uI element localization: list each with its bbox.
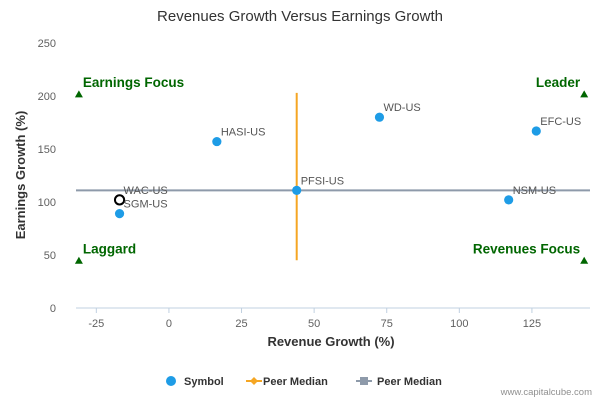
- data-point: [531, 126, 541, 136]
- x-tick-label: 125: [523, 318, 541, 330]
- y-tick-label: 200: [38, 91, 56, 103]
- data-point: [114, 209, 125, 219]
- point-label: WAC-US: [124, 185, 168, 197]
- quadrant-triangle-icon: [580, 90, 589, 98]
- data-point: [504, 195, 514, 205]
- point-label: EFC-US: [540, 116, 581, 128]
- data-point: [212, 136, 222, 147]
- x-tick-label: 25: [235, 318, 247, 330]
- y-tick-label: 150: [38, 144, 56, 156]
- legend: Symbol Peer Median Peer Median: [166, 376, 442, 388]
- y-tick-label: 100: [38, 197, 56, 209]
- x-tick-label: 50: [308, 318, 320, 330]
- x-tick-label: 75: [381, 318, 393, 330]
- point-label: WD-US: [383, 102, 420, 114]
- point-label: SGM-US: [124, 199, 168, 211]
- legend-square-icon: [360, 377, 368, 385]
- y-tick-label: 0: [50, 303, 56, 315]
- point-label: HASI-US: [221, 127, 266, 139]
- x-tick-label: 100: [450, 318, 468, 330]
- data-points: WD-US EFC-US HASI-US PFSI-US NSM-US WAC-US SGM…: [113, 102, 581, 219]
- quadrant-triangle-icon: [74, 90, 83, 98]
- quadrant-triangle-icon: [580, 256, 589, 264]
- quadrant-label: Revenues Focus: [473, 241, 580, 256]
- data-point: [374, 112, 385, 122]
- quadrant-markers: Earnings Focus Leader Laggard Revenues Focu…: [74, 75, 589, 264]
- data-point: [292, 185, 302, 195]
- chart-title: Revenues Growth Versus Earnings Growth: [157, 8, 443, 25]
- quadrant-triangle-icon: [74, 256, 83, 264]
- legend-symbol-icon: [166, 376, 176, 386]
- x-axis-title: Revenue Growth (%): [267, 334, 394, 349]
- y-tick-label: 50: [44, 250, 56, 262]
- x-axis-ticks: -25 0 25 50 75 100 125: [88, 308, 541, 330]
- x-tick-label: 0: [166, 318, 172, 330]
- data-point: [113, 194, 126, 206]
- x-tick-label: -25: [88, 318, 104, 330]
- legend-label: Peer Median: [263, 376, 328, 388]
- quadrant-label: Earnings Focus: [83, 75, 184, 90]
- legend-label: Peer Median: [377, 376, 442, 388]
- point-label: NSM-US: [513, 185, 556, 197]
- y-axis-ticks: 0 50 100 150 200 250: [38, 38, 56, 315]
- peer-median-lines: [76, 92, 590, 261]
- y-axis-title: Earnings Growth (%): [13, 111, 28, 240]
- y-tick-label: 250: [38, 38, 56, 50]
- point-label: PFSI-US: [301, 175, 344, 187]
- credit-text: www.capitalcube.com: [500, 387, 592, 398]
- legend-diamond-icon: [250, 377, 258, 385]
- legend-label: Symbol: [184, 376, 224, 388]
- quadrant-label: Laggard: [83, 241, 136, 256]
- quadrant-label: Leader: [536, 75, 581, 90]
